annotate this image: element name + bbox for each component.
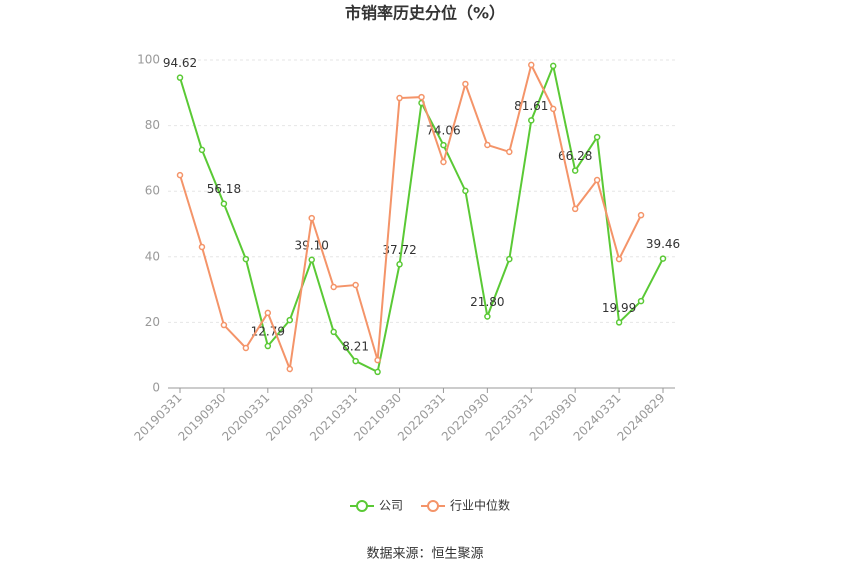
data-label: 39.10 — [295, 238, 329, 252]
data-point — [396, 94, 403, 102]
data-point — [549, 62, 557, 70]
data-point — [440, 141, 447, 149]
data-point — [330, 328, 337, 336]
data-point — [374, 368, 381, 376]
data-point — [330, 283, 337, 291]
data-point — [637, 297, 645, 305]
data-label: 94.62 — [163, 56, 197, 70]
data-point — [528, 61, 535, 69]
y-tick-label: 80 — [145, 118, 160, 132]
data-point — [264, 309, 272, 317]
data-label: 56.18 — [207, 182, 241, 196]
source-note: 数据来源：恒生聚源 — [366, 547, 483, 562]
data-point — [286, 365, 294, 373]
data-point — [308, 256, 315, 264]
series-line — [179, 62, 642, 373]
y-tick-label: 100 — [137, 53, 160, 67]
data-point — [352, 357, 359, 365]
data-point — [484, 141, 491, 149]
chart-title: 市销率历史分位（%） — [345, 4, 505, 23]
data-point — [352, 281, 359, 289]
data-label: 8.21 — [342, 340, 369, 354]
data-point — [198, 243, 206, 251]
data-point — [242, 255, 250, 263]
data-point — [528, 117, 535, 124]
legend-label: 行业中位数 — [450, 498, 510, 513]
data-point — [593, 133, 601, 141]
data-label: 66.28 — [558, 149, 592, 163]
data-point — [484, 313, 491, 320]
data-label: 21.80 — [470, 295, 504, 309]
data-point — [440, 158, 447, 166]
y-tick-label: 40 — [145, 249, 160, 263]
data-point — [242, 344, 250, 352]
y-tick-label: 0 — [152, 381, 160, 395]
data-point — [396, 261, 403, 268]
data-point — [220, 200, 228, 207]
data-point — [176, 171, 184, 179]
data-point — [462, 187, 469, 195]
legend-marker — [427, 500, 440, 512]
data-point — [176, 74, 184, 81]
data-label: 39.46 — [646, 237, 680, 251]
data-point — [571, 205, 579, 213]
data-point — [571, 167, 579, 174]
data-point — [549, 105, 557, 113]
data-label: 37.72 — [382, 243, 416, 257]
x-tick-label: 20240829 — [615, 391, 668, 444]
data-point — [615, 319, 623, 326]
y-tick-label: 20 — [145, 315, 160, 329]
data-point — [506, 255, 513, 263]
data-point — [593, 176, 601, 184]
data-label: 19.99 — [602, 301, 636, 315]
data-point — [264, 342, 272, 350]
legend-marker — [356, 500, 368, 512]
data-point — [506, 148, 513, 156]
data-point — [615, 255, 623, 263]
data-point — [286, 316, 294, 324]
data-point — [418, 93, 425, 101]
data-point — [308, 214, 315, 222]
data-point — [462, 80, 469, 88]
y-tick-label: 60 — [145, 184, 160, 198]
data-point — [198, 146, 206, 154]
data-point — [374, 356, 381, 364]
data-point — [659, 255, 667, 262]
legend-label: 公司 — [379, 499, 403, 513]
data-point — [220, 321, 228, 329]
data-point — [637, 211, 645, 219]
